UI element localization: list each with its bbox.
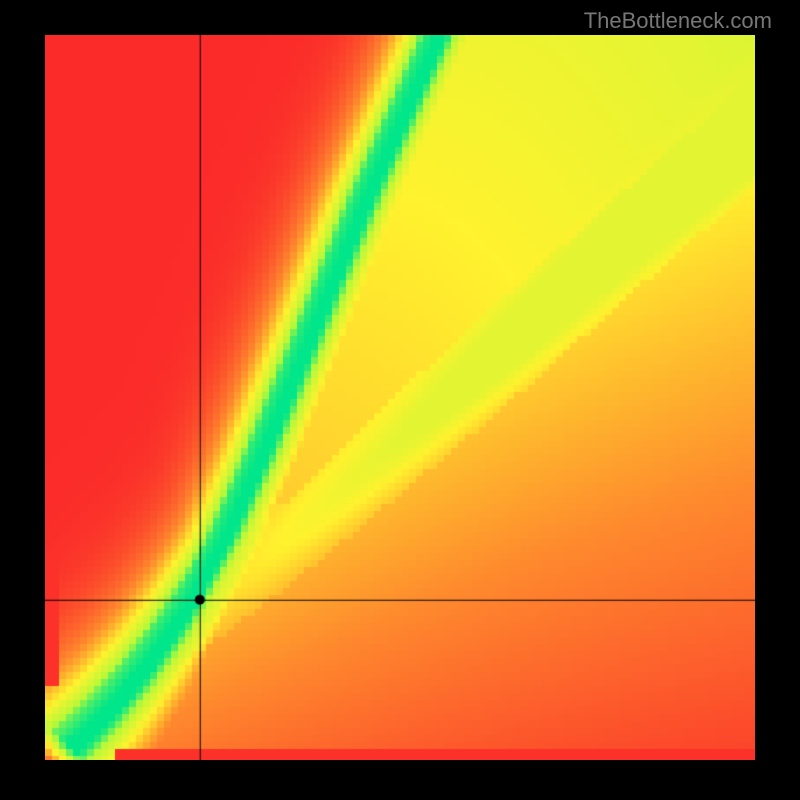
chart-container: TheBottleneck.com: [0, 0, 800, 800]
watermark-text: TheBottleneck.com: [584, 8, 772, 34]
heatmap-canvas: [45, 35, 755, 760]
